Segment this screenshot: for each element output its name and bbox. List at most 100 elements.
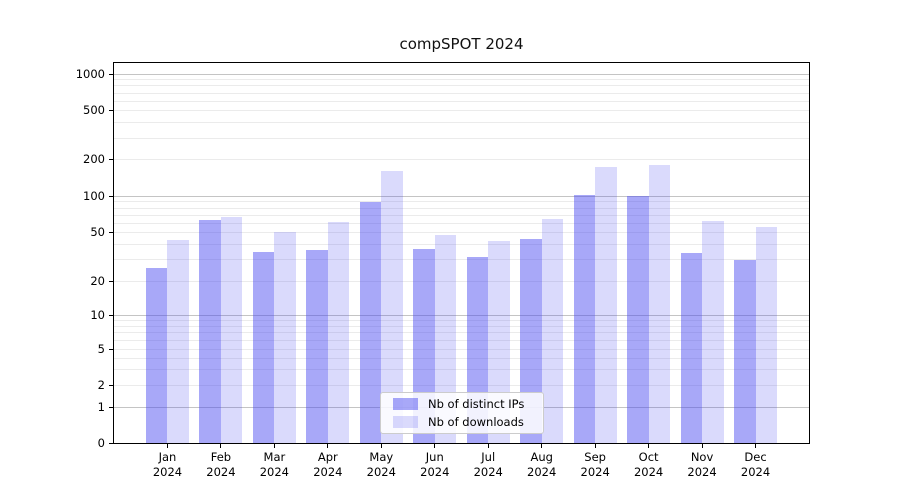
- gridline-minor-8: [114, 325, 809, 327]
- x-tick-feb: [220, 444, 222, 448]
- legend: Nb of distinct IPs Nb of downloads: [380, 392, 544, 434]
- y-tick-20: [109, 280, 113, 282]
- bar-nb-of-downloads-jan: [167, 239, 189, 443]
- gridline-minor-300: [114, 137, 809, 139]
- bar-nb-of-distinct-ips-may: [359, 201, 382, 443]
- x-tick-label-apr: Apr 2024: [313, 450, 343, 479]
- bar-nb-of-distinct-ips-sep: [573, 194, 596, 443]
- y-tick-0: [109, 442, 113, 444]
- bar-nb-of-distinct-ips-feb: [199, 219, 221, 443]
- y-tick-50: [109, 232, 113, 234]
- gridline-major-10: [114, 314, 809, 316]
- bar-nb-of-distinct-ips-mar: [252, 251, 275, 443]
- bar-nb-of-distinct-ips-nov: [680, 253, 703, 443]
- gridline-minor-7: [114, 332, 809, 334]
- gridline-minor-40: [114, 244, 809, 246]
- bar-nb-of-distinct-ips-apr: [306, 250, 328, 443]
- bar-nb-of-downloads-aug: [541, 219, 564, 443]
- gridline-minor-5: [114, 348, 809, 350]
- x-tick-label-feb: Feb 2024: [206, 450, 236, 479]
- legend-swatch-downloads: [393, 416, 418, 428]
- y-tick-5: [109, 348, 113, 350]
- x-tick-label-sep: Sep 2024: [580, 450, 610, 479]
- gridline-minor-20: [114, 280, 809, 282]
- y-tick-1000: [109, 73, 113, 75]
- x-tick-aug: [541, 444, 543, 448]
- y-tick-200: [109, 159, 113, 161]
- x-tick-label-jan: Jan 2024: [152, 450, 183, 479]
- bar-nb-of-distinct-ips-dec: [734, 259, 756, 443]
- gridline-minor-3: [114, 369, 809, 371]
- legend-swatch-distinct-ips: [393, 398, 418, 410]
- x-tick-apr: [327, 444, 329, 448]
- gridline-minor-700: [114, 92, 809, 94]
- legend-item-distinct-ips: Nb of distinct IPs: [387, 395, 537, 413]
- y-tick-label-10: 10: [90, 307, 105, 322]
- y-tick-label-50: 50: [90, 225, 105, 240]
- bar-nb-of-downloads-jun: [434, 235, 457, 443]
- x-tick-may: [380, 444, 382, 448]
- x-tick-dec: [755, 444, 757, 448]
- x-tick-label-may: May 2024: [366, 450, 396, 479]
- gridline-minor-600: [114, 100, 809, 102]
- gridline-major-100: [114, 195, 809, 197]
- legend-item-downloads: Nb of downloads: [387, 413, 537, 431]
- gridline-minor-30: [114, 259, 809, 261]
- chart-title: compSPOT 2024: [399, 35, 524, 53]
- x-tick-label-dec: Dec 2024: [740, 450, 771, 479]
- y-tick-label-5: 5: [97, 341, 105, 356]
- y-tick-label-1: 1: [97, 399, 105, 414]
- gridline-minor-80: [114, 207, 809, 209]
- bar-nb-of-distinct-ips-oct: [627, 196, 649, 443]
- bar-nb-of-distinct-ips-aug: [520, 238, 542, 443]
- bar-nb-of-downloads-nov: [702, 220, 724, 443]
- y-tick-100: [109, 195, 113, 197]
- bar-nb-of-downloads-apr: [327, 222, 350, 443]
- x-tick-label-oct: Oct 2024: [633, 450, 664, 479]
- bar-nb-of-downloads-mar: [274, 231, 296, 443]
- y-tick-2: [109, 385, 113, 387]
- y-tick-label-200: 200: [83, 152, 105, 167]
- legend-label-distinct-ips: Nb of distinct IPs: [428, 397, 525, 411]
- x-tick-sep: [594, 444, 596, 448]
- gridline-minor-900: [114, 79, 809, 81]
- gridline-minor-4: [114, 357, 809, 359]
- x-tick-jun: [434, 444, 436, 448]
- y-tick-label-20: 20: [90, 273, 105, 288]
- y-tick-label-2: 2: [97, 378, 105, 393]
- gridline-minor-2: [114, 385, 809, 387]
- legend-label-downloads: Nb of downloads: [428, 415, 524, 429]
- bar-nb-of-downloads-dec: [755, 226, 778, 443]
- x-tick-mar: [273, 444, 275, 448]
- x-tick-label-mar: Mar 2024: [259, 450, 290, 479]
- gridline-minor-6: [114, 339, 809, 341]
- x-tick-jul: [487, 444, 489, 448]
- y-tick-500: [109, 110, 113, 112]
- bar-nb-of-downloads-may: [381, 170, 403, 443]
- x-tick-nov: [701, 444, 703, 448]
- y-tick-label-100: 100: [83, 188, 105, 203]
- x-tick-oct: [648, 444, 650, 448]
- bar-nb-of-downloads-sep: [595, 166, 617, 443]
- y-tick-label-1000: 1000: [75, 66, 105, 81]
- x-tick-label-aug: Aug 2024: [527, 450, 557, 479]
- gridline-minor-9: [114, 319, 809, 321]
- bar-nb-of-distinct-ips-jan: [145, 267, 168, 443]
- x-tick-label-jul: Jul 2024: [473, 450, 503, 479]
- x-tick-label-jun: Jun 2024: [420, 450, 450, 479]
- y-tick-label-0: 0: [97, 435, 105, 450]
- gridline-minor-90: [114, 201, 809, 203]
- gridline-minor-60: [114, 222, 809, 224]
- gridline-major-1000: [114, 73, 809, 75]
- bar-nb-of-downloads-feb: [220, 216, 243, 443]
- gridline-minor-50: [114, 232, 809, 234]
- gridline-minor-500: [114, 110, 809, 112]
- gridline-minor-70: [114, 214, 809, 216]
- y-tick-10: [109, 314, 113, 316]
- plot-area: Nb of distinct IPs Nb of downloads: [113, 62, 810, 444]
- x-tick-label-nov: Nov 2024: [687, 450, 717, 479]
- bar-nb-of-downloads-oct: [648, 165, 671, 443]
- gridline-minor-800: [114, 85, 809, 87]
- x-tick-jan: [166, 444, 168, 448]
